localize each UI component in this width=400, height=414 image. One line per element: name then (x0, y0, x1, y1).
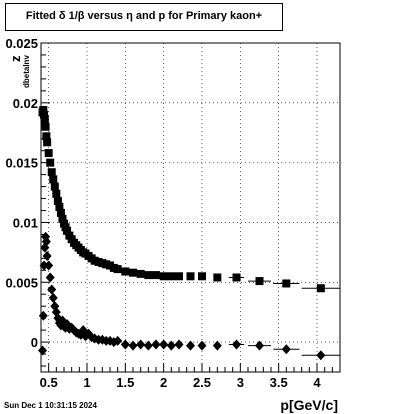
data-point-diamond (186, 340, 195, 351)
x-tick-labels: 0.5 1 1.5 2 2.5 3 3.5 4 (40, 375, 322, 390)
data-point-square (136, 269, 145, 278)
data-point-diamond (151, 339, 161, 350)
chart-title: Fitted δ 1/β versus η and p for Primary … (25, 10, 263, 22)
data-point-diamond (166, 340, 176, 351)
y-tick-label: 0.015 (5, 156, 38, 171)
data-point-square (58, 214, 67, 223)
data-point-diamond (143, 340, 153, 351)
data-point-diamond (113, 335, 123, 346)
data-point-square (42, 132, 51, 141)
axis-ticks (40, 42, 341, 372)
data-point-diamond (38, 310, 48, 321)
data-point-square (129, 268, 137, 277)
data-point-square (46, 158, 55, 167)
data-point-diamond (255, 340, 264, 351)
data-point-square (49, 175, 58, 184)
grid-lines (41, 43, 340, 372)
data-point-square (255, 277, 264, 286)
data-point-square (175, 272, 183, 281)
x-tick-label: 1.5 (116, 375, 134, 390)
x-tick-label: 0.5 (40, 375, 58, 390)
data-point-square (152, 271, 160, 280)
data-point-diamond (212, 340, 222, 351)
plot-frame (40, 42, 341, 373)
data-point-square (53, 196, 62, 205)
data-point-square (213, 273, 222, 282)
data-point-square (52, 189, 61, 198)
title-box: Fitted δ 1/β versus η and p for Primary … (5, 3, 283, 31)
x-tick-label: 1 (83, 375, 90, 390)
y-tick-labels: 0 0.005 0.01 0.015 0.02 0.025 (5, 36, 38, 350)
data-point-square (186, 272, 195, 281)
data-point-diamond (174, 339, 184, 350)
data-point-square (282, 279, 291, 288)
data-point-diamond (120, 339, 130, 350)
timestamp-label: Sun Dec 1 10:31:15 2024 (4, 401, 97, 410)
data-point-diamond (41, 236, 51, 247)
y-axis-title: z dbetaInv (8, 55, 31, 88)
data-point-diamond (197, 340, 207, 351)
data-point-square (113, 265, 122, 274)
y-tick-label: 0.025 (5, 36, 38, 51)
data-point-square (167, 272, 176, 281)
data-point-diamond (159, 339, 169, 350)
data-point-square (56, 208, 65, 217)
y-axis-title-main: z (8, 55, 23, 62)
data-point-square (55, 202, 64, 211)
data-point-diamond (38, 345, 48, 356)
data-point-square (159, 272, 168, 281)
data-point-diamond (39, 260, 49, 271)
data-point-square (41, 122, 50, 131)
x-tick-label: 3 (237, 375, 244, 390)
data-point-diamond (42, 250, 52, 261)
data-point-square (144, 271, 153, 280)
x-tick-label: 4 (313, 375, 321, 390)
data-point-square (39, 105, 48, 114)
data-point-diamond (44, 260, 54, 271)
data-point-square (50, 182, 59, 191)
data-point-diamond (232, 339, 241, 350)
data-point-square (232, 273, 241, 282)
data-point-square (198, 272, 206, 281)
x-tick-label: 2 (160, 375, 167, 390)
y-tick-label: 0 (31, 335, 38, 350)
data-point-square (121, 267, 130, 276)
y-tick-label: 0.005 (5, 275, 38, 290)
data-point-square (47, 168, 56, 177)
data-point-square (63, 226, 72, 235)
data-point-square (316, 284, 325, 293)
data-point-diamond (128, 340, 138, 351)
x-tick-label: 3.5 (270, 375, 288, 390)
data-point-diamond (48, 292, 58, 303)
data-point-diamond (281, 344, 291, 355)
x-tick-label: 2.5 (193, 375, 211, 390)
data-point-square (43, 138, 52, 147)
data-point-square (40, 115, 49, 124)
data-point-square (40, 110, 49, 119)
x-axis-title: p[GeV/c] (280, 397, 338, 413)
y-tick-label: 0.02 (13, 96, 38, 111)
data-point-diamond (136, 339, 146, 350)
data-point-diamond (45, 272, 55, 283)
y-tick-label: 0.01 (13, 215, 38, 230)
y-axis-title-subscript: dbetaInv (22, 55, 31, 88)
data-point-diamond (316, 350, 326, 361)
data-series (38, 105, 340, 361)
data-point-diamond (47, 284, 57, 295)
data-point-square (44, 149, 53, 158)
